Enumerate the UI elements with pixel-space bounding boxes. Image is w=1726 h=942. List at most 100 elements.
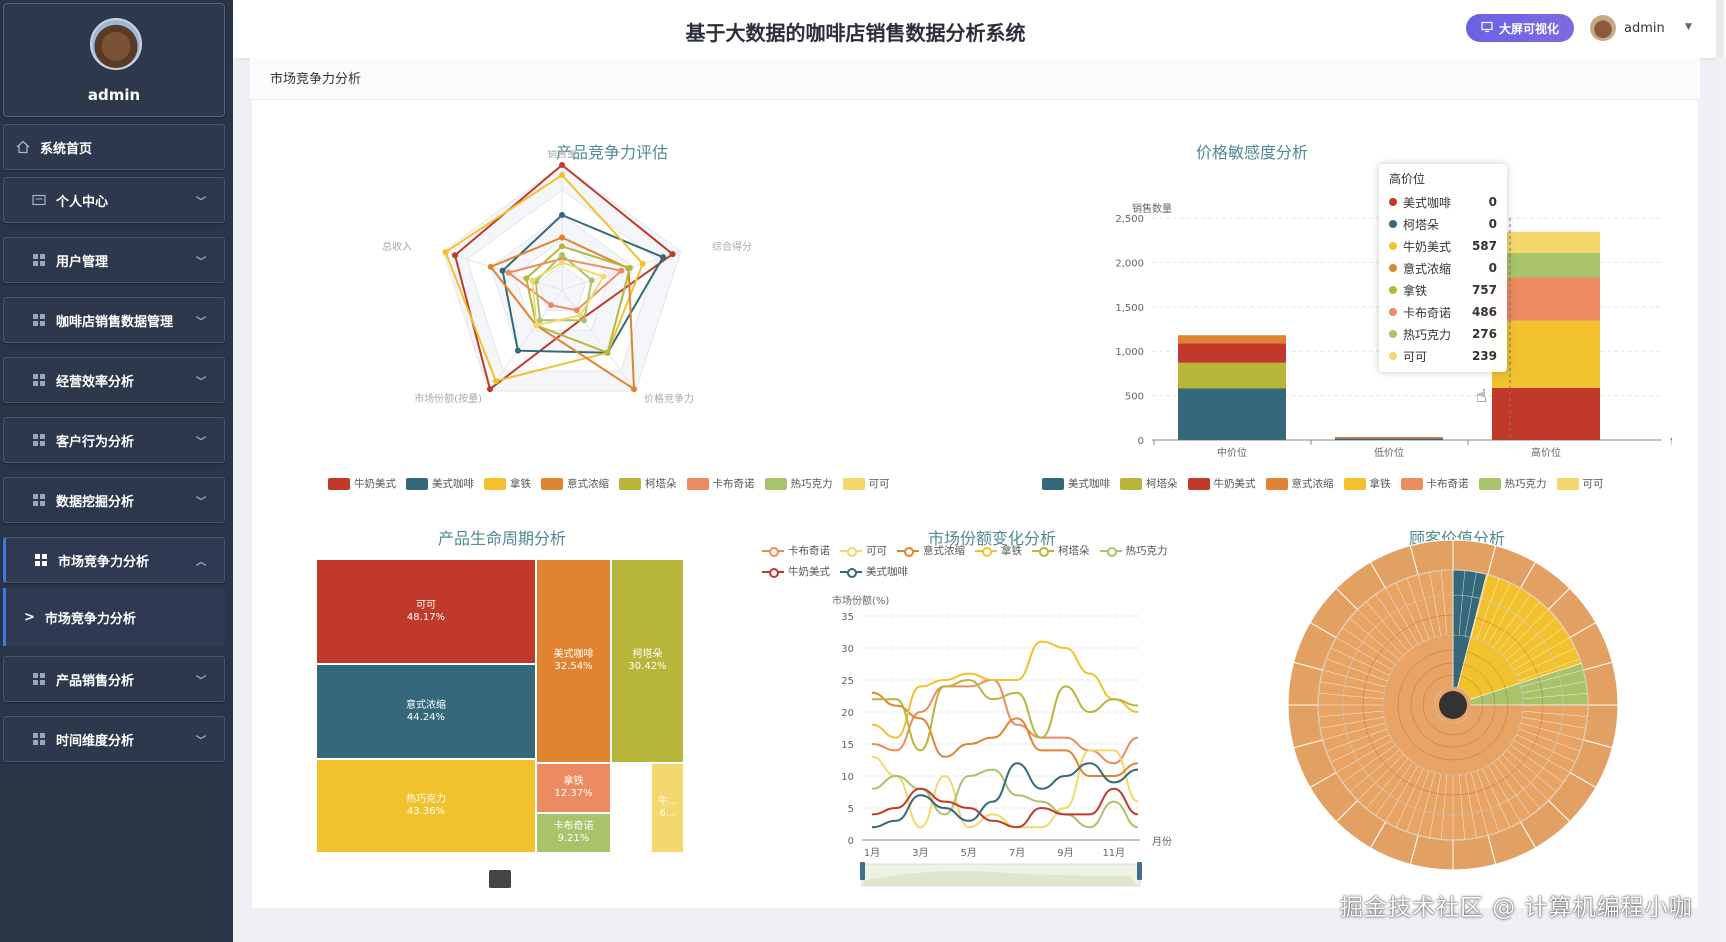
legend-item[interactable]: 卡布奇诺 — [1400, 476, 1469, 491]
treemap-breadcrumb[interactable] — [489, 870, 511, 888]
sidebar-item-label: 咖啡店销售数据管理 — [56, 314, 174, 330]
legend-item[interactable]: 美式咖啡 — [406, 476, 474, 491]
radar-point — [492, 378, 499, 385]
bigscreen-button[interactable]: 大屏可视化 — [1466, 14, 1574, 42]
sunburst-divider — [1476, 578, 1500, 640]
sunburst-divider — [1492, 594, 1531, 648]
breadcrumb: 市场竞争力分析 — [250, 58, 1700, 100]
tooltip-series-value: 486 — [1471, 305, 1497, 319]
price-bar-segment — [1492, 320, 1600, 388]
legend-item[interactable]: 牛奶美式 — [328, 476, 396, 491]
sidebar-item-user-management[interactable]: 用户管理 ﹀ — [3, 237, 225, 283]
legend-item[interactable]: 卡布奇诺 — [686, 476, 755, 491]
treemap-cell[interactable]: 牛... 6... — [651, 763, 684, 853]
share-series-line — [871, 787, 1139, 829]
radar-point — [559, 234, 565, 241]
legend-item[interactable]: 拿铁 — [975, 543, 1022, 558]
legend-item[interactable]: 牛奶美式 — [762, 564, 830, 579]
radar-series-line — [501, 213, 665, 354]
sunburst-divider — [1320, 681, 1385, 694]
legend-item[interactable]: 美式咖啡 — [840, 564, 908, 579]
legend-item[interactable]: 热巧克力 — [764, 476, 833, 491]
legend-swatch — [1042, 477, 1064, 490]
sidebar-item-data-mining[interactable]: 数据挖掘分析 ﹀ — [3, 477, 225, 523]
radar-point — [639, 260, 646, 267]
sidebar-subitem-market-competitiveness[interactable]: > 市场竞争力分析 — [3, 588, 225, 646]
sidebar-item-market-competitiveness[interactable]: 市场竞争力分析 ︿ — [3, 537, 225, 583]
treemap-cell[interactable]: 可可 48.17% — [316, 559, 536, 664]
header-avatar[interactable] — [1590, 15, 1616, 41]
price-y-tick: 500 — [1125, 392, 1144, 403]
avatar[interactable] — [90, 18, 142, 70]
treemap-cell[interactable]: 热巧克力 43.36% — [316, 759, 536, 853]
legend-item[interactable]: 可可 — [840, 543, 887, 558]
tooltip-series-value: 757 — [1471, 283, 1497, 297]
sunburst-divider — [1417, 772, 1436, 836]
legend-item[interactable]: 可可 — [842, 476, 890, 491]
sunburst-divider — [1326, 728, 1388, 752]
legend-item[interactable]: 拿铁 — [1343, 476, 1391, 491]
price-y-tick: 2,500 — [1115, 214, 1144, 225]
tooltip-series-name: 热巧克力 — [1403, 327, 1452, 342]
legend-item[interactable]: 热巧克力 — [1478, 476, 1547, 491]
sunburst-outer-segment — [1409, 540, 1454, 576]
legend-item[interactable]: 牛奶美式 — [1187, 476, 1256, 491]
tooltip-row: 意式浓缩 0 — [1389, 257, 1497, 279]
legend-item[interactable]: 柯塔朵 — [1120, 476, 1178, 491]
treemap-cell[interactable]: 拿铁 12.37% — [536, 763, 611, 813]
price-y-axis-label: 销售数量 — [1132, 202, 1172, 215]
legend-label: 拿铁 — [510, 478, 531, 490]
tooltip-row: 卡布奇诺 486 — [1389, 301, 1497, 323]
sidebar-username: admin — [87, 86, 141, 104]
treemap-cell[interactable]: 卡布奇诺 9.21% — [536, 813, 611, 853]
legend-item[interactable]: 柯塔朵 — [1032, 543, 1090, 558]
legend-label: 美式咖啡 — [432, 478, 474, 490]
sunburst-divider — [1510, 627, 1564, 666]
sidebar-item-personal-center[interactable]: 个人中心 ﹀ — [3, 177, 225, 223]
sidebar-item-label: 系统首页 — [40, 141, 93, 157]
sunburst-divider — [1335, 739, 1393, 773]
sunburst-divider — [1458, 570, 1466, 636]
sunburst-divider — [1470, 772, 1489, 836]
grid-icon — [32, 373, 46, 387]
sidebar-item-efficiency[interactable]: 经营效率分析 ﹀ — [3, 357, 225, 403]
grid-icon — [32, 732, 46, 746]
legend-item[interactable]: 热巧克力 — [1099, 543, 1168, 558]
legend-item[interactable]: 美式咖啡 — [1042, 476, 1110, 491]
sidebar-item-customer-behavior[interactable]: 客户行为分析 ﹀ — [3, 417, 225, 463]
tooltip-series-value: 0 — [1488, 195, 1497, 209]
grid-icon — [34, 553, 48, 567]
page-scrollbar[interactable] — [1716, 58, 1726, 942]
treemap-cell[interactable]: 柯塔朵 30.42% — [611, 559, 684, 763]
sidebar-item-home[interactable]: 系统首页 — [3, 124, 225, 170]
caret-down-icon[interactable]: ▼ — [1685, 22, 1692, 32]
price-bar-segment — [1492, 277, 1600, 321]
legend-item[interactable]: 意式浓缩 — [1265, 476, 1334, 491]
legend-label: 柯塔朵 — [1058, 545, 1090, 557]
chevron-right-icon: > — [24, 609, 35, 625]
share-y-tick: 0 — [848, 836, 854, 847]
tooltip-title: 高价位 — [1389, 172, 1426, 186]
sunburst-divider — [1366, 758, 1409, 809]
sidebar-item-product-sales[interactable]: 产品销售分析 ﹀ — [3, 656, 225, 702]
legend-item[interactable]: 意式浓缩 — [897, 543, 965, 558]
legend-item[interactable]: 柯塔朵 — [619, 476, 677, 491]
header-username[interactable]: admin — [1624, 21, 1665, 36]
sidebar-item-label: 用户管理 — [56, 254, 109, 270]
legend-item[interactable]: 意式浓缩 — [541, 476, 609, 491]
radar-indicator-label: 总收入 — [382, 240, 412, 253]
sunburst-divider — [1487, 587, 1521, 645]
sidebar-item-sales-data[interactable]: 咖啡店销售数据管理 ﹀ — [3, 297, 225, 343]
monitor-icon — [1481, 21, 1493, 36]
treemap-cell[interactable]: 美式咖啡 32.54% — [536, 559, 611, 763]
legend-item[interactable]: 拿铁 — [484, 476, 531, 491]
treemap-cell[interactable]: 意式浓缩 44.24% — [316, 664, 536, 759]
legend-item[interactable]: 可可 — [1556, 476, 1604, 491]
sunburst-divider — [1506, 749, 1557, 792]
legend-swatch — [764, 477, 787, 490]
sidebar-item-time-dimension[interactable]: 时间维度分析 ﹀ — [3, 716, 225, 762]
legend-label: 热巧克力 — [790, 478, 833, 490]
scrollbar[interactable] — [1716, 0, 1724, 58]
legend-item[interactable]: 卡布奇诺 — [762, 543, 830, 558]
radar-point — [523, 275, 530, 282]
